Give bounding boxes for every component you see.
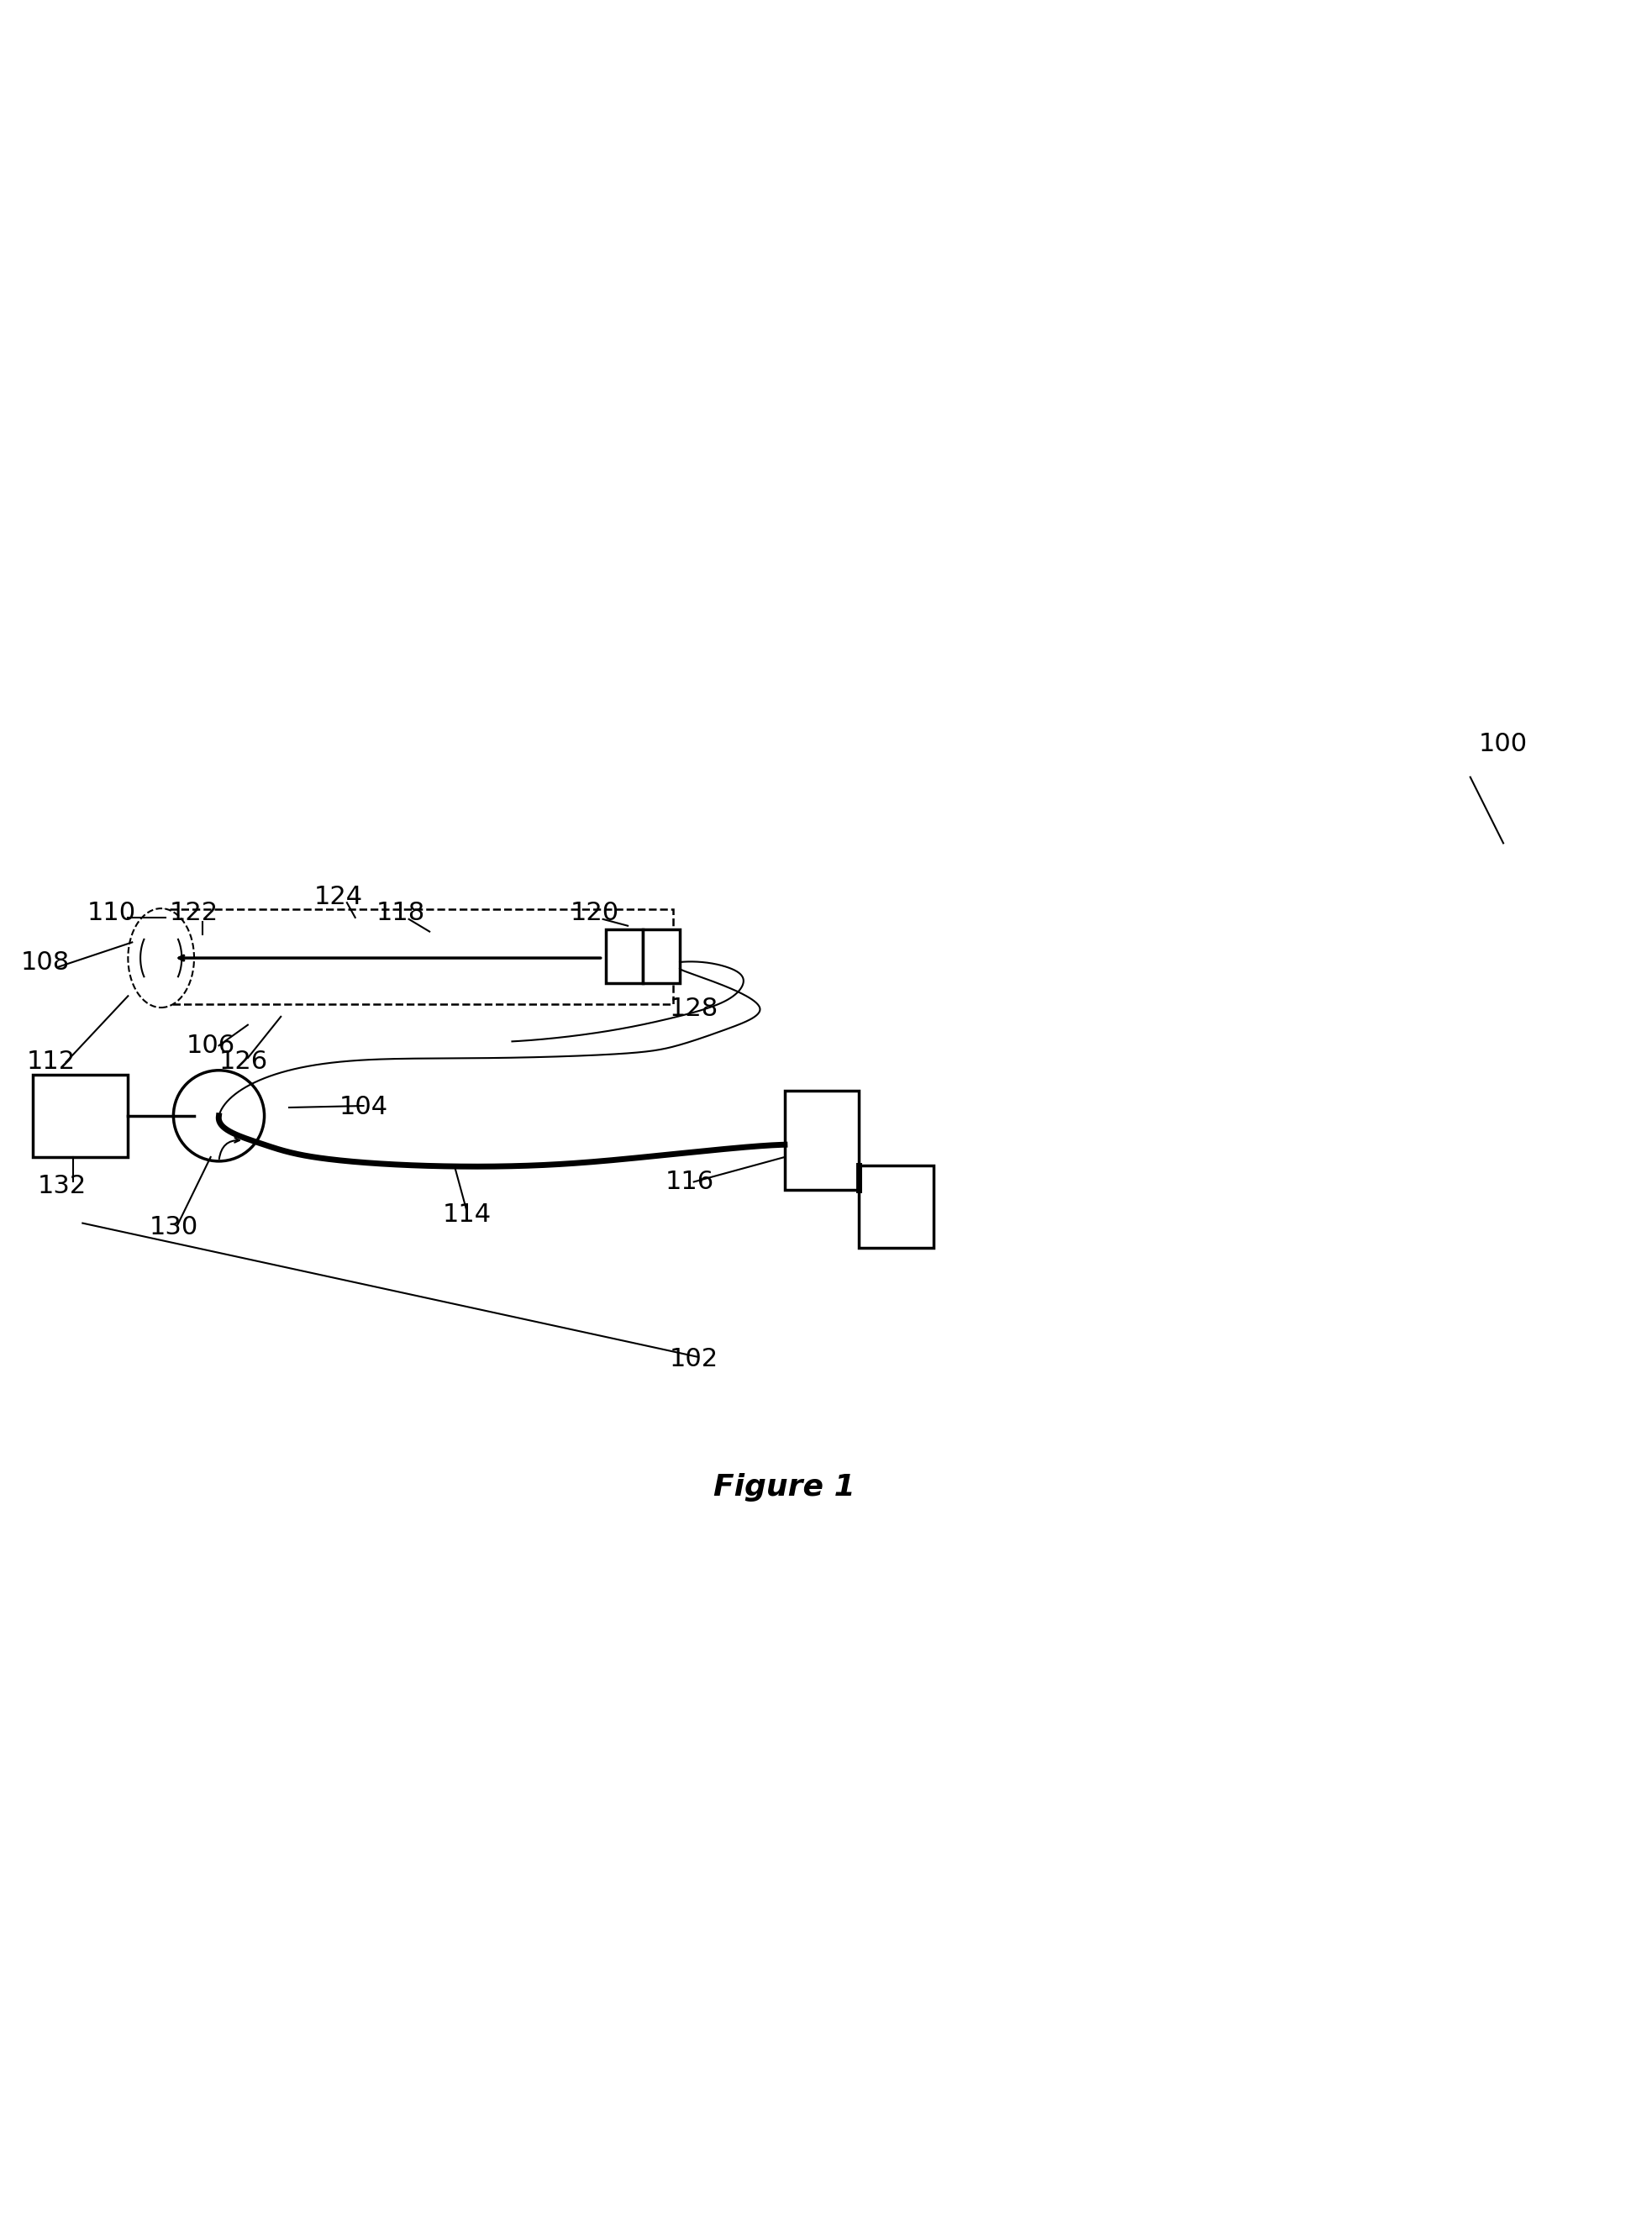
Text: 112: 112 [26, 1050, 76, 1074]
Bar [643, 928, 681, 983]
Text: 108: 108 [21, 950, 69, 975]
Bar [162, 910, 674, 1003]
Bar [859, 1165, 933, 1247]
Text: 130: 130 [149, 1216, 198, 1240]
Text: 128: 128 [669, 997, 719, 1021]
Text: 118: 118 [377, 902, 425, 926]
Text: 122: 122 [170, 902, 218, 926]
Text: 124: 124 [314, 884, 363, 908]
Circle shape [173, 1070, 264, 1161]
Bar [33, 1074, 127, 1156]
Text: 126: 126 [220, 1050, 268, 1074]
Text: 116: 116 [666, 1170, 714, 1194]
Bar [785, 1092, 859, 1189]
Text: 106: 106 [187, 1034, 235, 1059]
Text: 110: 110 [88, 902, 135, 926]
Text: 132: 132 [38, 1174, 86, 1198]
Text: 114: 114 [443, 1203, 491, 1227]
Text: 120: 120 [570, 902, 620, 926]
Text: 104: 104 [339, 1094, 388, 1121]
Ellipse shape [129, 908, 195, 1008]
Text: 100: 100 [1479, 731, 1528, 755]
Text: Figure 1: Figure 1 [714, 1473, 856, 1502]
Text: 102: 102 [669, 1347, 719, 1371]
Bar [605, 928, 643, 983]
